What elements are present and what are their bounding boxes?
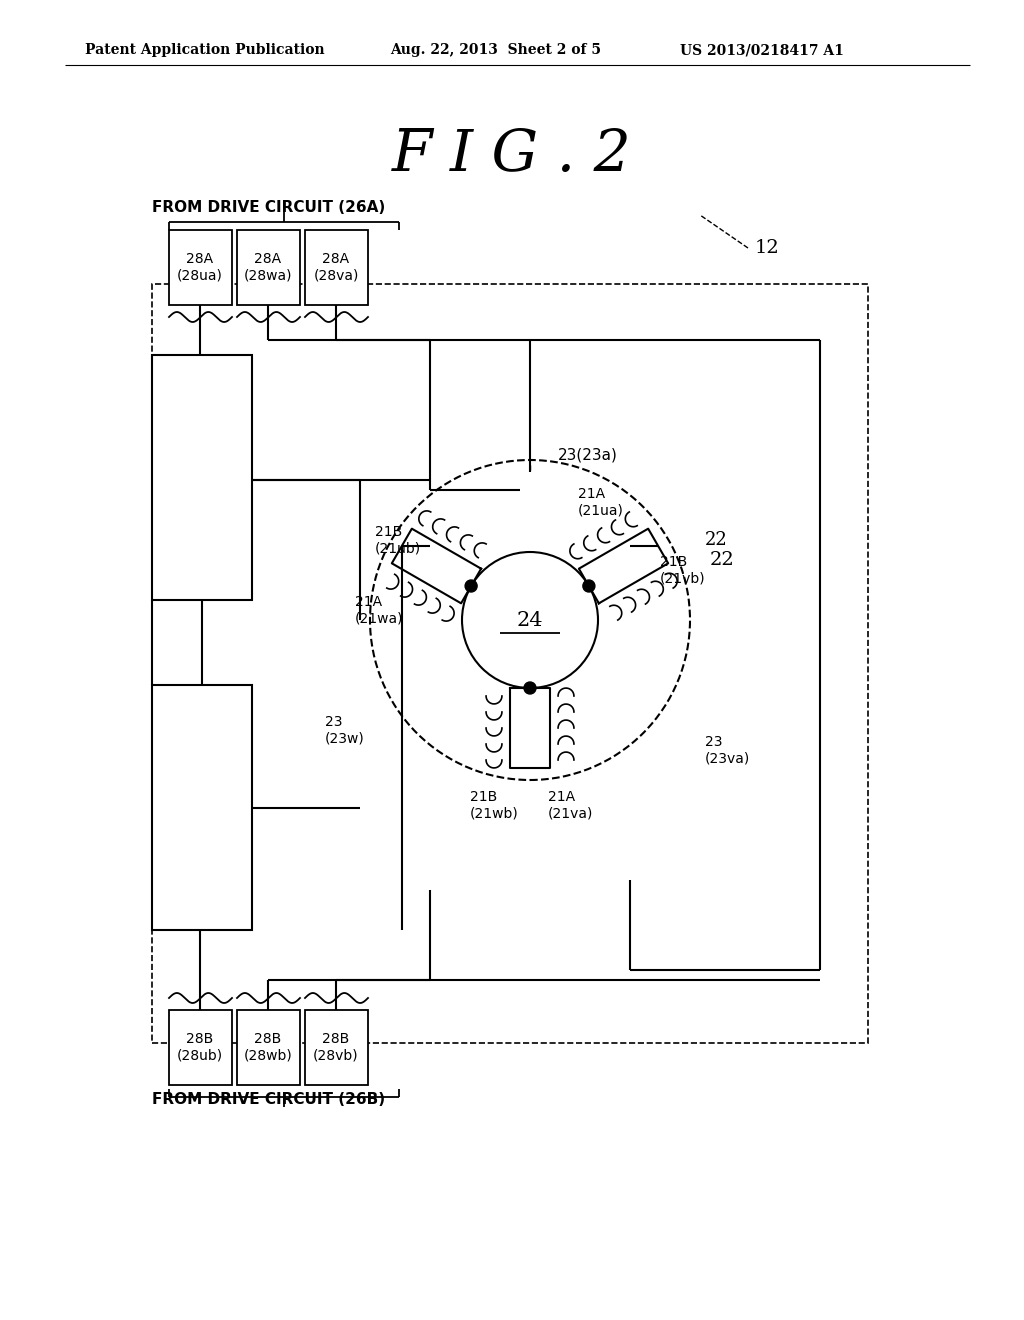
Text: FROM DRIVE CIRCUIT (26B): FROM DRIVE CIRCUIT (26B) bbox=[152, 1093, 385, 1107]
Text: 21A
(21va): 21A (21va) bbox=[548, 789, 593, 820]
Text: 21B
(21vb): 21B (21vb) bbox=[660, 554, 706, 585]
Bar bbox=[305, 230, 368, 305]
Bar bbox=[152, 284, 868, 1043]
Text: 22: 22 bbox=[710, 550, 735, 569]
Text: 24: 24 bbox=[517, 610, 544, 630]
Text: FROM DRIVE CIRCUIT (26A): FROM DRIVE CIRCUIT (26A) bbox=[152, 199, 385, 214]
Bar bbox=[152, 355, 252, 601]
Text: 23
(23w): 23 (23w) bbox=[325, 715, 365, 744]
Text: 21B
(21ub): 21B (21ub) bbox=[375, 525, 421, 556]
Text: Aug. 22, 2013  Sheet 2 of 5: Aug. 22, 2013 Sheet 2 of 5 bbox=[390, 44, 601, 57]
Text: 28B
(28wb): 28B (28wb) bbox=[244, 1032, 293, 1063]
Text: 23
(23va): 23 (23va) bbox=[705, 735, 751, 766]
Text: 28A
(28va): 28A (28va) bbox=[313, 252, 358, 282]
Text: US 2013/0218417 A1: US 2013/0218417 A1 bbox=[680, 44, 844, 57]
Text: 28A
(28ua): 28A (28ua) bbox=[177, 252, 223, 282]
Bar bbox=[305, 1010, 368, 1085]
Circle shape bbox=[583, 579, 595, 591]
Bar bbox=[169, 1010, 232, 1085]
Text: 21A
(21wa): 21A (21wa) bbox=[355, 595, 403, 626]
Text: 23(23a): 23(23a) bbox=[558, 447, 617, 462]
Text: Patent Application Publication: Patent Application Publication bbox=[85, 44, 325, 57]
Text: 28A
(28wa): 28A (28wa) bbox=[244, 252, 292, 282]
Text: 22: 22 bbox=[705, 531, 728, 549]
Bar bbox=[237, 1010, 300, 1085]
Circle shape bbox=[370, 459, 690, 780]
Bar bbox=[169, 230, 232, 305]
Text: 12: 12 bbox=[755, 239, 779, 257]
Circle shape bbox=[462, 552, 598, 688]
Text: 28B
(28vb): 28B (28vb) bbox=[313, 1032, 358, 1063]
Circle shape bbox=[524, 682, 536, 694]
Text: F I G . 2: F I G . 2 bbox=[392, 127, 632, 183]
Text: 28B
(28ub): 28B (28ub) bbox=[177, 1032, 223, 1063]
Text: 21B
(21wb): 21B (21wb) bbox=[470, 789, 519, 820]
Bar bbox=[237, 230, 300, 305]
Circle shape bbox=[465, 579, 477, 591]
Bar bbox=[152, 685, 252, 931]
Text: 21A
(21ua): 21A (21ua) bbox=[578, 487, 624, 517]
